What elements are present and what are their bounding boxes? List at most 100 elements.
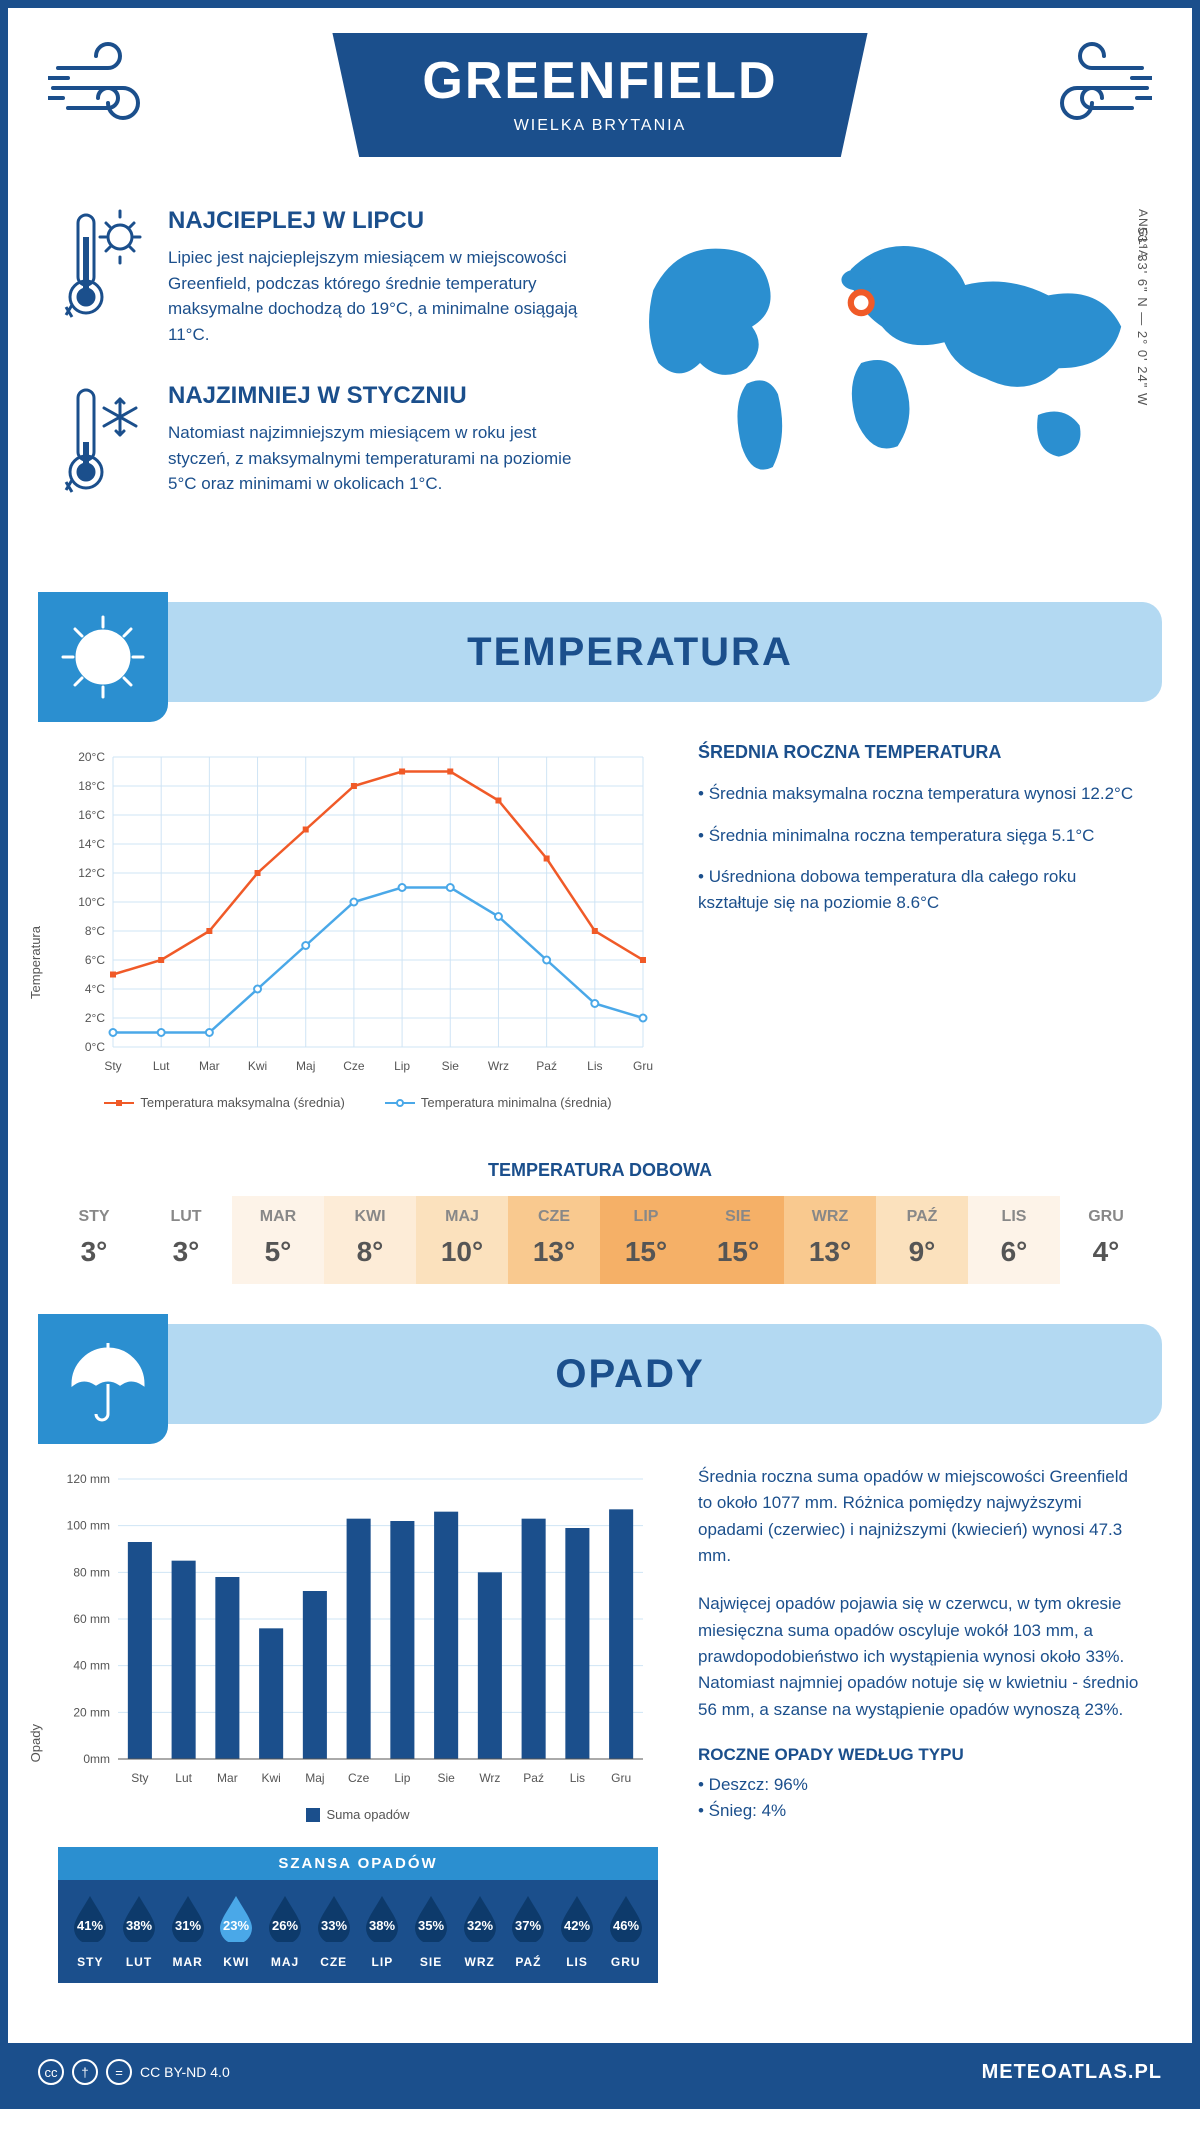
svg-text:46%: 46%: [613, 1918, 639, 1933]
svg-text:14°C: 14°C: [78, 837, 105, 851]
svg-text:Lut: Lut: [153, 1059, 170, 1073]
svg-text:Wrz: Wrz: [488, 1059, 509, 1073]
chance-heading: SZANSA OPADÓW: [58, 1847, 658, 1880]
svg-text:Kwi: Kwi: [261, 1771, 280, 1785]
svg-text:60 mm: 60 mm: [73, 1612, 110, 1626]
svg-text:42%: 42%: [564, 1918, 590, 1933]
raindrop-icon: 42%: [553, 1892, 602, 1947]
intro-row: NAJCIEPLEJ W LIPCU Lipiec jest najcieple…: [8, 197, 1192, 572]
svg-text:Mar: Mar: [217, 1771, 238, 1785]
daily-month: GRU: [1060, 1208, 1152, 1226]
raindrop-icon: 46%: [601, 1892, 650, 1947]
daily-value: 10°: [416, 1236, 508, 1268]
daily-temp-cell: LUT 3°: [140, 1196, 232, 1284]
svg-text:40 mm: 40 mm: [73, 1659, 110, 1673]
location-marker-icon: [851, 292, 872, 313]
svg-text:Sie: Sie: [442, 1059, 460, 1073]
footer: cc † = CC BY-ND 4.0 METEOATLAS.PL: [8, 2043, 1192, 2101]
chance-month: WRZ: [455, 1955, 504, 1969]
precip-paragraph-2: Najwięcej opadów pojawia się w czerwcu, …: [698, 1591, 1142, 1723]
svg-text:120 mm: 120 mm: [67, 1472, 110, 1486]
svg-text:35%: 35%: [418, 1918, 444, 1933]
svg-text:Paź: Paź: [536, 1059, 557, 1073]
chance-month: LUT: [115, 1955, 164, 1969]
daily-temp-cell: LIP15°: [600, 1196, 692, 1284]
svg-text:Cze: Cze: [348, 1771, 370, 1785]
fact-coldest-title: NAJZIMNIEJ W STYCZNIU: [168, 382, 592, 410]
precip-heading: OPADY: [555, 1352, 704, 1397]
wind-icon: [48, 38, 178, 133]
chance-cell: 23%KWI: [212, 1892, 261, 1969]
license-block: cc † = CC BY-ND 4.0: [38, 2059, 230, 2085]
svg-text:0°C: 0°C: [85, 1040, 105, 1054]
daily-value: 13°: [508, 1236, 600, 1268]
svg-text:38%: 38%: [126, 1918, 152, 1933]
svg-text:Sty: Sty: [131, 1771, 148, 1785]
svg-text:20°C: 20°C: [78, 750, 105, 764]
svg-text:23%: 23%: [223, 1918, 249, 1933]
fact-warmest-title: NAJCIEPLEJ W LIPCU: [168, 207, 592, 235]
svg-text:Gru: Gru: [633, 1059, 653, 1073]
daily-value: 5°: [232, 1236, 324, 1268]
daily-temp-cell: CZE 13°: [508, 1196, 600, 1284]
svg-text:41%: 41%: [77, 1918, 103, 1933]
daily-temp-cell: GRU4°: [1060, 1196, 1152, 1284]
daily-temp-heading: TEMPERATURA DOBOWA: [8, 1160, 1192, 1181]
daily-temp-cell: PAŹ9°: [876, 1196, 968, 1284]
temperature-heading: TEMPERATURA: [467, 630, 793, 675]
chance-month: LIP: [358, 1955, 407, 1969]
license-text: CC BY-ND 4.0: [140, 2064, 230, 2080]
svg-text:2°C: 2°C: [85, 1011, 105, 1025]
svg-text:33%: 33%: [321, 1918, 347, 1933]
chance-month: GRU: [601, 1955, 650, 1969]
daily-temp-cell: LIS6°: [968, 1196, 1060, 1284]
temp-bullet: Średnia minimalna roczna temperatura się…: [698, 823, 1142, 849]
sun-icon: [38, 592, 168, 722]
svg-text:Maj: Maj: [305, 1771, 324, 1785]
svg-text:0mm: 0mm: [83, 1752, 110, 1766]
daily-month: CZE: [508, 1208, 600, 1226]
daily-month: KWI: [324, 1208, 416, 1226]
city-title: GREENFIELD: [422, 51, 777, 111]
precip-type-heading: ROCZNE OPADY WEDŁUG TYPU: [698, 1745, 1142, 1765]
raindrop-icon: 35%: [407, 1892, 456, 1947]
daily-value: 3°: [48, 1236, 140, 1268]
chance-cell: 38% LUT: [115, 1892, 164, 1969]
legend-max-label: Temperatura maksymalna (średnia): [140, 1095, 344, 1110]
svg-text:80 mm: 80 mm: [73, 1565, 110, 1579]
svg-text:4°C: 4°C: [85, 982, 105, 996]
thermometer-sun-icon: [58, 207, 148, 347]
chance-month: CZE: [309, 1955, 358, 1969]
svg-text:Paź: Paź: [523, 1771, 544, 1785]
raindrop-icon: 23%: [212, 1892, 261, 1947]
daily-temp-cell: MAR5°: [232, 1196, 324, 1284]
daily-value: 3°: [140, 1236, 232, 1268]
svg-text:Kwi: Kwi: [248, 1059, 267, 1073]
daily-value: 6°: [968, 1236, 1060, 1268]
precip-type-line: • Deszcz: 96%: [698, 1775, 1142, 1795]
svg-text:16°C: 16°C: [78, 808, 105, 822]
daily-month: PAŹ: [876, 1208, 968, 1226]
svg-text:Sty: Sty: [104, 1059, 121, 1073]
chance-cell: 46% GRU: [601, 1892, 650, 1969]
svg-text:37%: 37%: [515, 1918, 541, 1933]
temp-legend: Temperatura maksymalna (średnia) Tempera…: [58, 1095, 658, 1110]
chance-month: STY: [66, 1955, 115, 1969]
svg-text:8°C: 8°C: [85, 924, 105, 938]
daily-month: WRZ: [784, 1208, 876, 1226]
thermometer-snow-icon: [58, 382, 148, 507]
raindrop-icon: 41%: [66, 1892, 115, 1947]
raindrop-icon: 32%: [455, 1892, 504, 1947]
svg-text:6°C: 6°C: [85, 953, 105, 967]
chance-month: MAR: [163, 1955, 212, 1969]
title-banner: GREENFIELD WIELKA BRYTANIA: [332, 33, 867, 157]
precip-type-line: • Śnieg: 4%: [698, 1801, 1142, 1821]
page: GREENFIELD WIELKA BRYTANIA: [0, 0, 1200, 2109]
temp-bullet: Uśredniona dobowa temperatura dla całego…: [698, 864, 1142, 915]
svg-text:100 mm: 100 mm: [67, 1519, 110, 1533]
temp-info-heading: ŚREDNIA ROCZNA TEMPERATURA: [698, 742, 1142, 763]
by-icon: †: [72, 2059, 98, 2085]
temperature-row: Temperatura 0°C2°C4°C6°C8°C10°C12°C14°C1…: [8, 742, 1192, 1140]
chance-cell: 42%LIS: [553, 1892, 602, 1969]
daily-month: LUT: [140, 1208, 232, 1226]
